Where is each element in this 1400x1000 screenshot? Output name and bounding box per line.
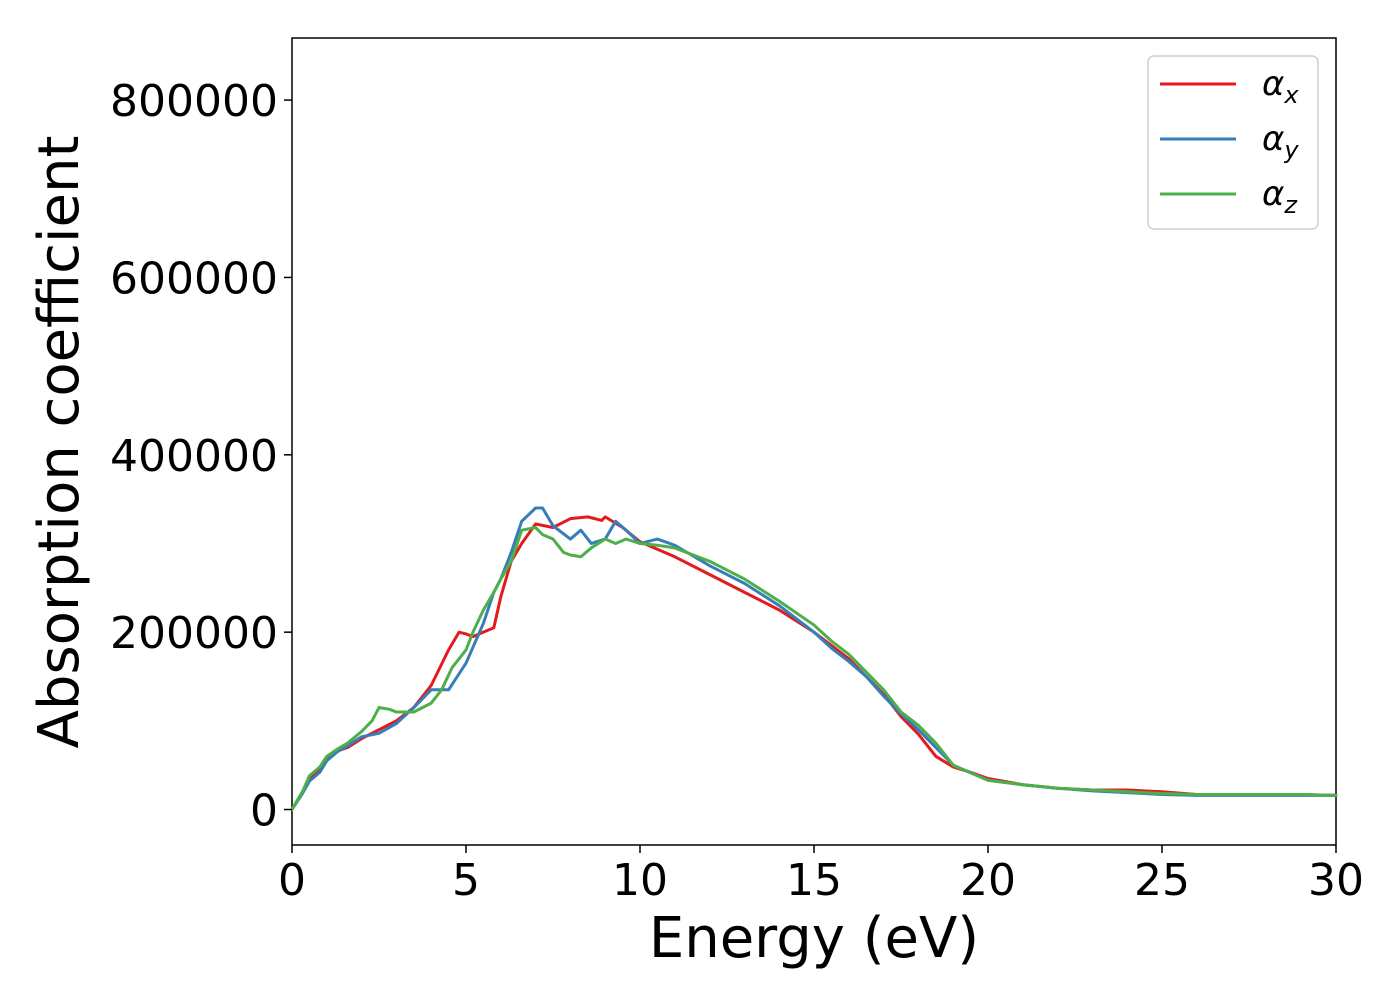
- series-line-y: [290, 506, 1338, 812]
- x-axis-label: Energy (eV): [649, 906, 979, 971]
- x-tick-label: 15: [786, 855, 842, 906]
- y-tick-label: 800000: [110, 76, 278, 127]
- series-line-z: [290, 526, 1338, 812]
- series-line-x: [290, 515, 1338, 812]
- x-tick-label: 25: [1134, 855, 1190, 906]
- y-tick-label: 600000: [110, 253, 278, 304]
- legend-items: αx αy αz: [1160, 64, 1299, 219]
- x-tick-label: 5: [452, 855, 480, 906]
- legend: αx αy αz: [1147, 55, 1319, 230]
- y-tick-label: 200000: [110, 608, 278, 659]
- legend-label-z: αz: [1262, 174, 1298, 219]
- legend-label-y: αy: [1262, 119, 1299, 164]
- legend-label-x: αx: [1262, 64, 1299, 109]
- x-tick-label: 30: [1308, 855, 1364, 906]
- y-axis-label: Absorption coefficient: [27, 136, 92, 749]
- x-tick-label: 0: [278, 855, 306, 906]
- series-layer: [290, 506, 1338, 812]
- y-tick-label: 0: [250, 786, 278, 837]
- x-tick-label: 20: [960, 855, 1016, 906]
- legend-box: [1147, 55, 1319, 230]
- x-tick-label: 10: [612, 855, 668, 906]
- y-tick-label: 400000: [110, 431, 278, 482]
- x-axis-ticks: 0 5 10 15 20 25 30: [278, 845, 1364, 906]
- y-axis-ticks: 0 200000 400000 600000 800000: [110, 76, 292, 837]
